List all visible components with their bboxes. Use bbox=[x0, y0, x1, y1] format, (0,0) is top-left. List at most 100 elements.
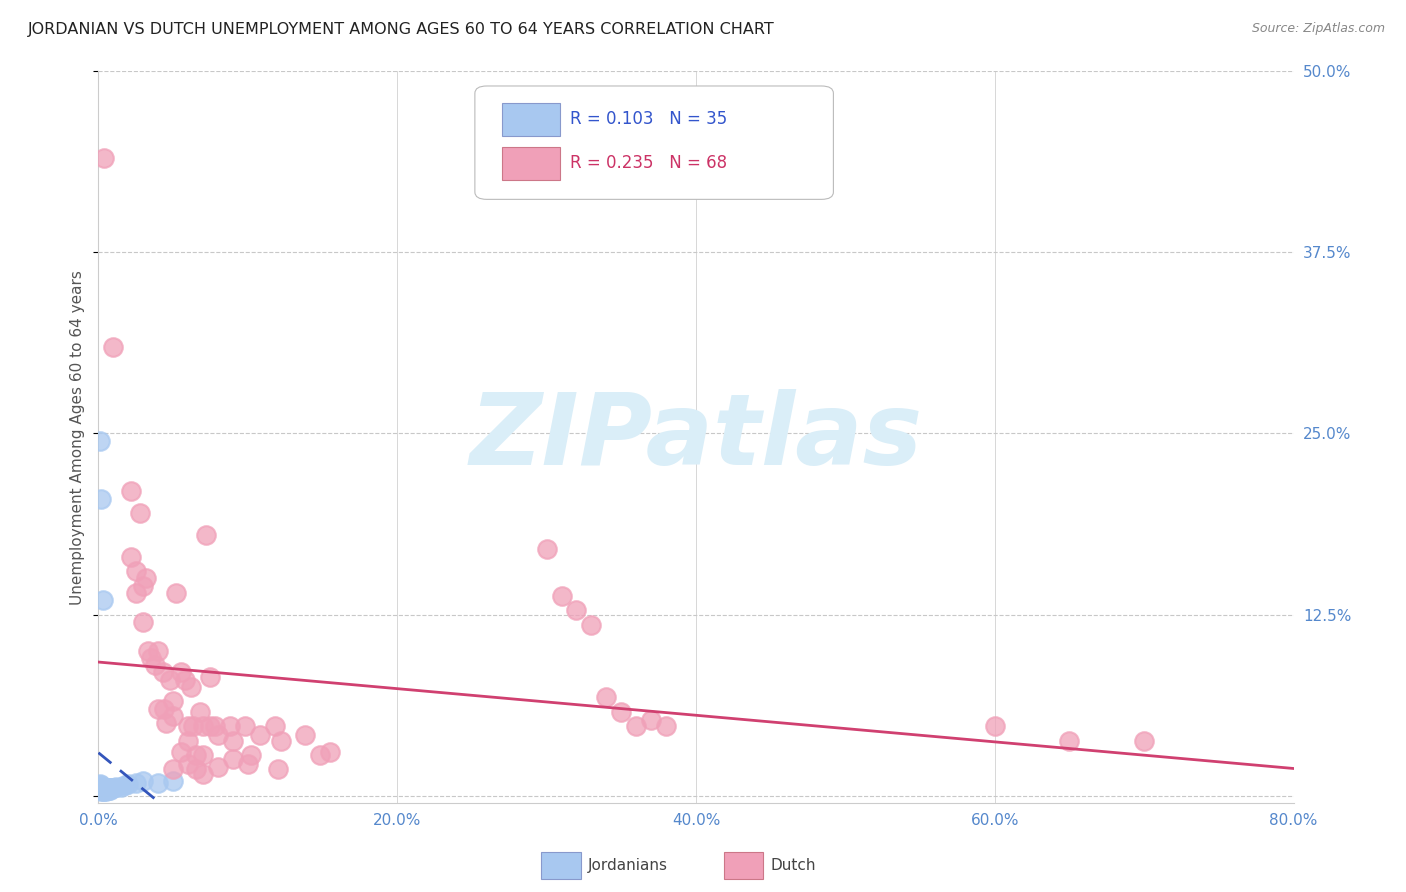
Point bbox=[91, 784, 114, 798]
Point bbox=[308, 747, 330, 762]
Point bbox=[550, 589, 572, 603]
Point bbox=[148, 644, 170, 658]
Point bbox=[181, 719, 204, 733]
Point bbox=[200, 670, 222, 684]
Point bbox=[100, 782, 122, 797]
Point bbox=[207, 759, 229, 773]
Point bbox=[155, 716, 177, 731]
Point bbox=[153, 701, 176, 715]
Point bbox=[125, 564, 148, 578]
Point bbox=[219, 719, 242, 733]
Point bbox=[177, 733, 200, 747]
Point bbox=[222, 752, 245, 766]
Point bbox=[1133, 733, 1156, 747]
Point bbox=[191, 747, 214, 762]
Point bbox=[162, 694, 184, 708]
Point bbox=[89, 781, 111, 796]
Point bbox=[236, 756, 259, 771]
Point bbox=[162, 709, 184, 723]
Point bbox=[93, 782, 115, 797]
Point bbox=[97, 782, 120, 797]
Text: Dutch: Dutch bbox=[770, 858, 815, 872]
Point bbox=[984, 719, 1007, 733]
Point bbox=[188, 705, 211, 719]
Point bbox=[93, 151, 115, 165]
Point bbox=[143, 658, 166, 673]
Y-axis label: Unemployment Among Ages 60 to 64 years: Unemployment Among Ages 60 to 64 years bbox=[70, 269, 86, 605]
Point bbox=[148, 775, 170, 789]
Point bbox=[207, 728, 229, 742]
Point bbox=[536, 542, 558, 557]
Point bbox=[191, 767, 214, 781]
Point bbox=[249, 728, 271, 742]
Point bbox=[90, 491, 112, 506]
Point bbox=[136, 644, 159, 658]
Point bbox=[132, 615, 155, 629]
Point bbox=[610, 705, 633, 719]
Point bbox=[103, 781, 125, 796]
Point bbox=[129, 506, 152, 520]
FancyBboxPatch shape bbox=[475, 86, 834, 200]
Point bbox=[263, 719, 285, 733]
Point bbox=[222, 733, 245, 747]
Point bbox=[204, 719, 226, 733]
Point bbox=[135, 571, 157, 585]
Point bbox=[89, 434, 111, 448]
Point bbox=[162, 774, 184, 789]
Text: JORDANIAN VS DUTCH UNEMPLOYMENT AMONG AGES 60 TO 64 YEARS CORRELATION CHART: JORDANIAN VS DUTCH UNEMPLOYMENT AMONG AG… bbox=[28, 22, 775, 37]
Point bbox=[90, 784, 112, 798]
FancyBboxPatch shape bbox=[502, 146, 560, 179]
Point bbox=[139, 651, 162, 665]
Point bbox=[110, 780, 132, 794]
Point bbox=[105, 780, 128, 794]
Point bbox=[152, 665, 174, 680]
Point bbox=[91, 782, 114, 797]
Point bbox=[101, 781, 124, 796]
Point bbox=[94, 784, 117, 798]
Point bbox=[169, 745, 191, 759]
Point bbox=[89, 777, 111, 791]
Point bbox=[148, 701, 170, 715]
Point bbox=[177, 719, 200, 733]
Point bbox=[90, 779, 112, 793]
Point bbox=[191, 719, 214, 733]
Point bbox=[103, 340, 125, 354]
Point bbox=[96, 781, 118, 796]
Point bbox=[239, 747, 262, 762]
Point bbox=[120, 484, 142, 499]
Point bbox=[174, 673, 197, 687]
Point bbox=[267, 763, 290, 777]
Point bbox=[177, 756, 200, 771]
Point bbox=[184, 763, 207, 777]
Point bbox=[200, 719, 222, 733]
Point bbox=[93, 781, 115, 796]
Point bbox=[184, 747, 207, 762]
Point bbox=[565, 603, 588, 617]
Point bbox=[640, 713, 662, 727]
Point bbox=[162, 763, 184, 777]
Point bbox=[294, 728, 316, 742]
Point bbox=[97, 781, 120, 796]
FancyBboxPatch shape bbox=[502, 103, 560, 136]
Point bbox=[94, 781, 117, 796]
Point bbox=[114, 779, 136, 793]
Point bbox=[595, 690, 617, 704]
Point bbox=[626, 719, 648, 733]
Point bbox=[90, 781, 112, 796]
Point bbox=[169, 665, 191, 680]
Point bbox=[159, 673, 181, 687]
Point bbox=[195, 528, 218, 542]
Point bbox=[91, 781, 114, 796]
Text: Source: ZipAtlas.com: Source: ZipAtlas.com bbox=[1251, 22, 1385, 36]
Text: R = 0.235   N = 68: R = 0.235 N = 68 bbox=[571, 153, 728, 172]
Point bbox=[91, 593, 114, 607]
Point bbox=[100, 781, 122, 796]
Point bbox=[270, 733, 292, 747]
Point bbox=[90, 780, 112, 794]
Point bbox=[581, 617, 603, 632]
Text: ZIPatlas: ZIPatlas bbox=[470, 389, 922, 485]
Text: R = 0.103   N = 35: R = 0.103 N = 35 bbox=[571, 110, 728, 128]
Point bbox=[233, 719, 256, 733]
Point bbox=[655, 719, 678, 733]
Point bbox=[117, 777, 139, 791]
